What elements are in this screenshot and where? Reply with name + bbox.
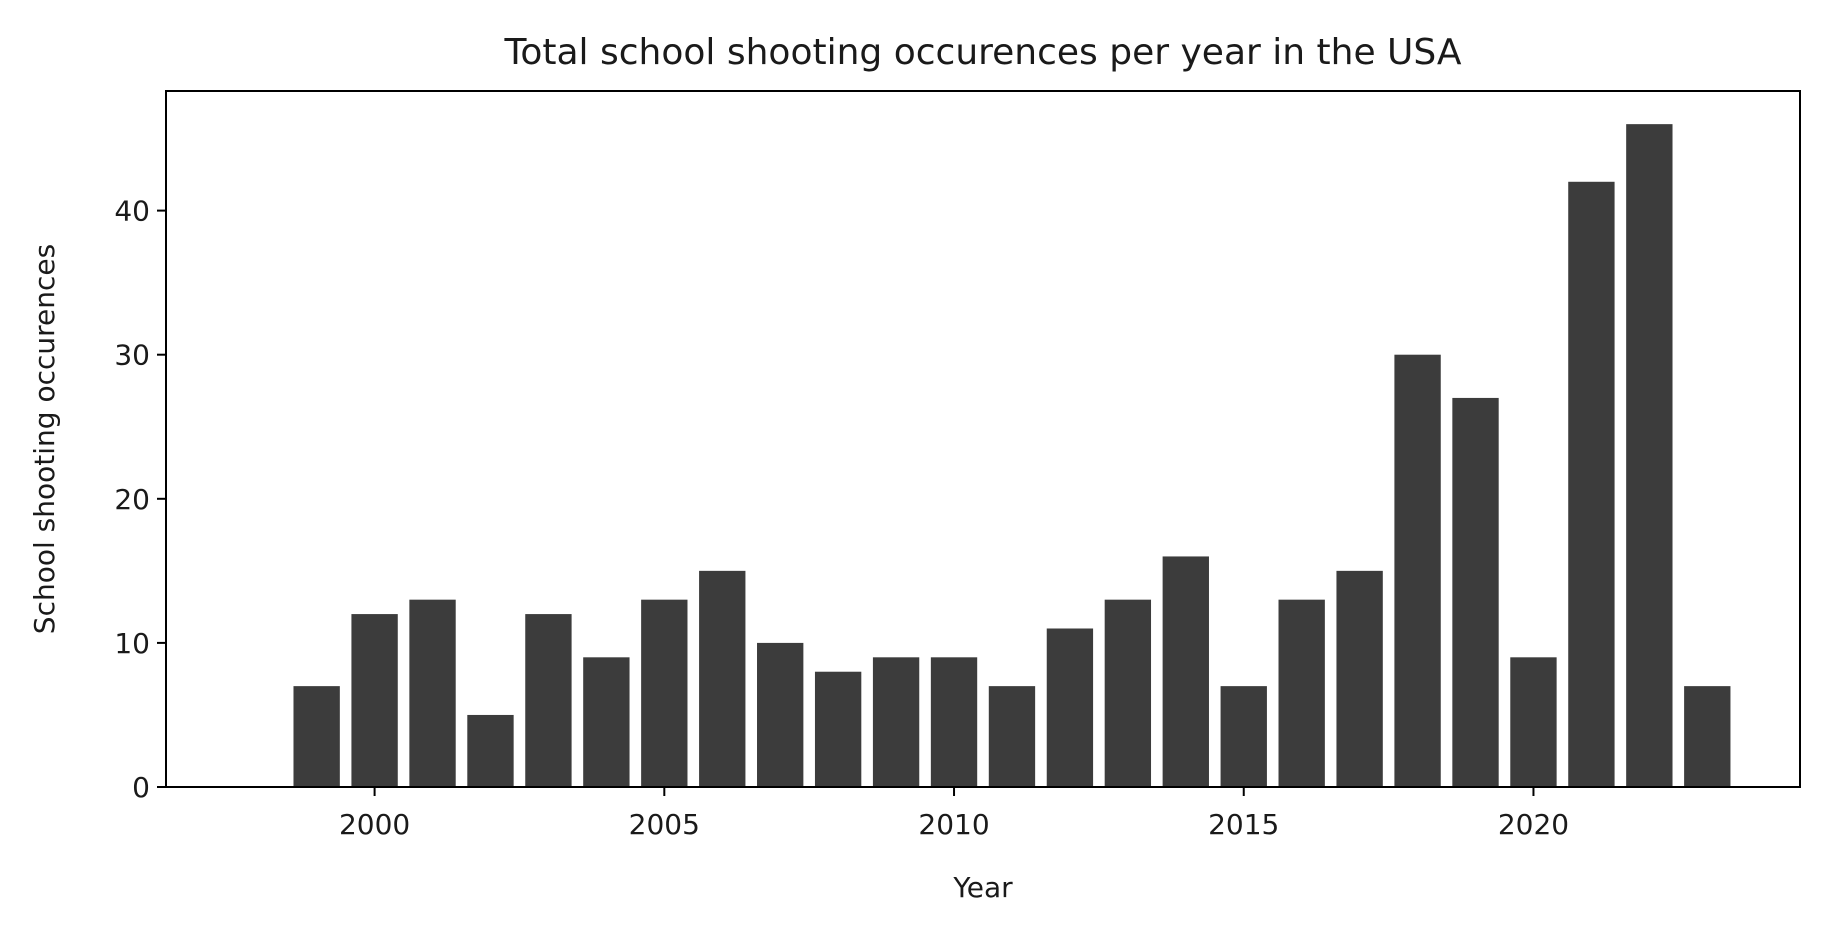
bar-2006: [699, 570, 746, 787]
bar-2011: [988, 686, 1036, 787]
bar-2001: [409, 599, 456, 787]
x-tick-label: 2015: [1208, 808, 1279, 841]
bar-2021: [1568, 181, 1615, 787]
y-tick-label: 10: [114, 627, 150, 660]
x-axis-ticks: 2000 2005 2010 2015 2020: [339, 787, 1569, 841]
y-axis-label: School shooting occurences: [28, 244, 61, 634]
bar-2014: [1162, 556, 1209, 787]
y-tick-label: 30: [114, 339, 150, 372]
x-tick-label: 2000: [339, 808, 410, 841]
bar-2019: [1452, 397, 1499, 787]
bar-2020: [1510, 657, 1557, 787]
bar-2000: [351, 614, 398, 787]
bars-group: [293, 124, 1731, 787]
y-axis-ticks: 0 10 20 30 40: [114, 195, 166, 804]
bar-2023: [1684, 686, 1731, 787]
bar-2013: [1104, 599, 1152, 787]
bar-2018: [1394, 354, 1441, 787]
bar-2008: [814, 671, 862, 787]
y-tick-label: 20: [114, 483, 150, 516]
y-tick-label: 40: [114, 195, 150, 228]
bar-2017: [1336, 570, 1383, 787]
x-tick-label: 2010: [918, 808, 989, 841]
plot-frame: [165, 90, 1801, 788]
x-tick-label: 2020: [1498, 808, 1569, 841]
chart-title: Total school shooting occurences per yea…: [503, 32, 1461, 73]
bar-2012: [1046, 628, 1094, 787]
bar-2004: [583, 657, 630, 787]
bar-1999: [293, 686, 340, 787]
y-tick-label: 0: [132, 771, 150, 804]
bar-2005: [641, 599, 688, 787]
bar-2015: [1220, 686, 1267, 787]
bar-2002: [467, 714, 514, 787]
bar-2016: [1278, 599, 1325, 787]
x-tick-label: 2005: [629, 808, 700, 841]
bar-2022: [1626, 124, 1673, 787]
bar-2003: [525, 614, 572, 787]
x-axis-label: Year: [952, 871, 1013, 904]
bar-2007: [757, 642, 804, 787]
bar-2009: [872, 657, 920, 787]
bar-2010: [930, 657, 978, 787]
